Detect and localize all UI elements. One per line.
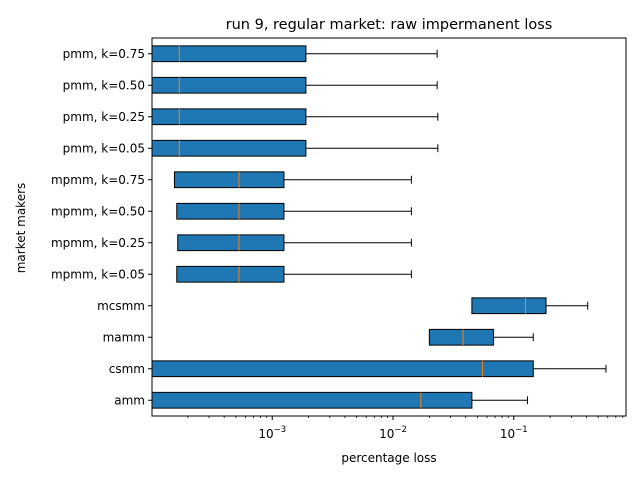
x-tick-label: 10−1 (500, 425, 528, 441)
y-tick-label: mcsmm (97, 299, 145, 313)
box (428, 328, 495, 346)
y-axis-label: market makers (14, 183, 28, 274)
y-tick-label: mpmm, k=0.75 (51, 173, 145, 187)
y-tick-label: pmm, k=0.25 (63, 110, 145, 124)
x-tick-label: 10−2 (379, 425, 407, 441)
y-tick-label: mamm (103, 330, 145, 344)
y-tick-label: mpmm, k=0.05 (51, 267, 145, 281)
y-tick-label: pmm, k=0.50 (63, 78, 145, 92)
y-tick-label: mpmm, k=0.25 (51, 236, 145, 250)
y-tick-label: pmm, k=0.05 (63, 141, 145, 155)
chart-title: run 9, regular market: raw impermanent l… (226, 17, 553, 33)
box (173, 171, 285, 189)
axes-frame (151, 37, 627, 417)
plot-area: amm csmm mamm mcsmm mpmm, k=0.05 mpmm, k=0.25… (51, 37, 627, 441)
y-tick-label: csmm (109, 362, 145, 376)
box (151, 360, 534, 378)
box (151, 45, 307, 63)
y-tick-label: amm (114, 393, 145, 407)
y-tick-label: mpmm, k=0.50 (51, 204, 145, 218)
box (177, 234, 285, 252)
box (151, 139, 307, 157)
box (151, 391, 473, 409)
x-axis-label: percentage loss (341, 451, 436, 465)
x-tick-label: 10−3 (258, 425, 286, 441)
box (176, 265, 285, 283)
box (471, 297, 547, 315)
box (151, 76, 307, 94)
box (151, 108, 307, 126)
box (176, 202, 285, 220)
y-tick-label: pmm, k=0.75 (63, 47, 145, 61)
